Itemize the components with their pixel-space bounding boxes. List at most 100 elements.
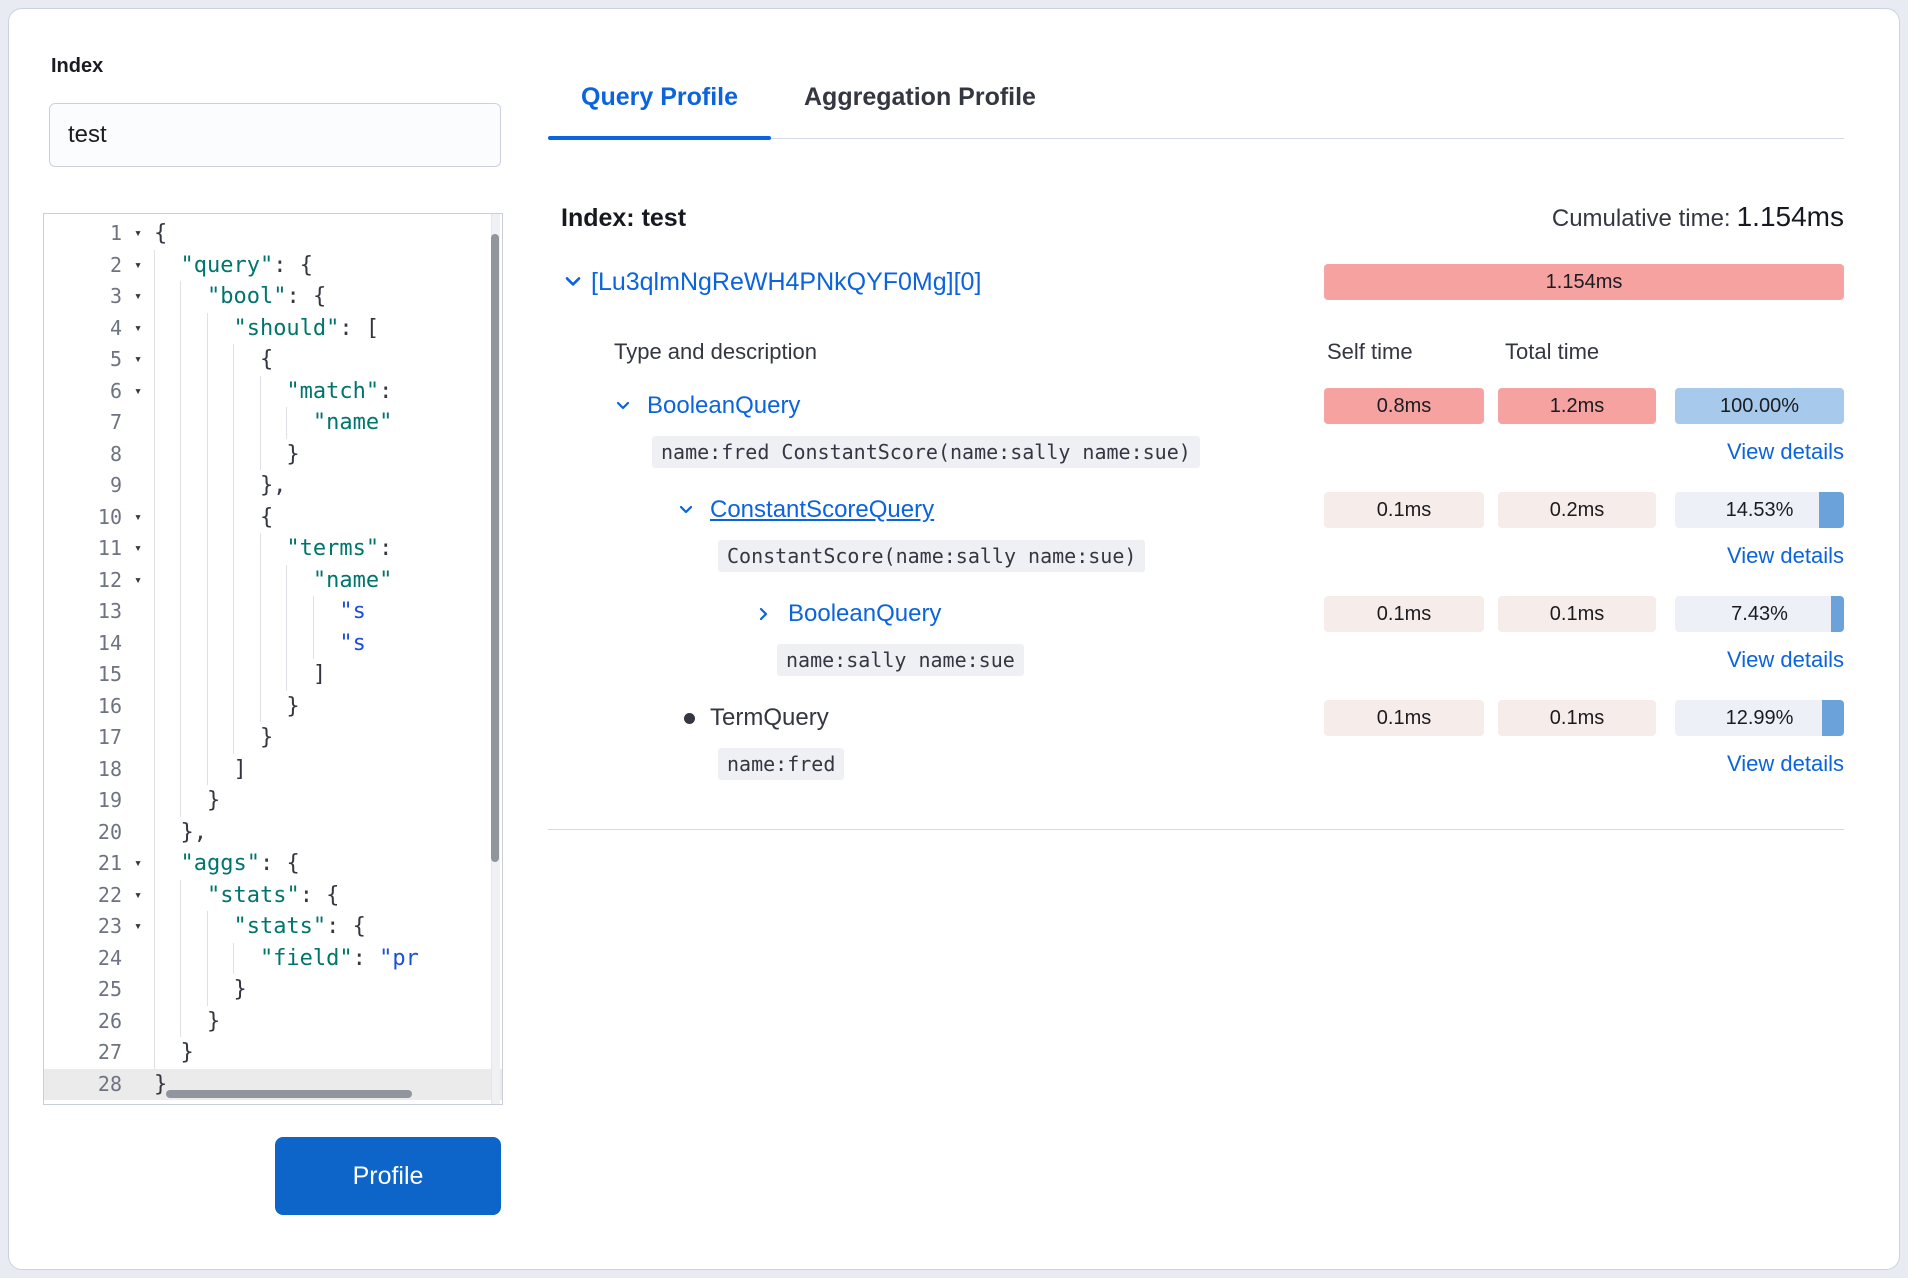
index-heading: Index: test bbox=[561, 204, 687, 232]
tab-query-profile[interactable]: Query Profile bbox=[548, 69, 771, 140]
fold-toggle-icon[interactable]: ▾ bbox=[134, 320, 142, 336]
fold-toggle-icon[interactable]: ▾ bbox=[134, 383, 142, 399]
index-input[interactable] bbox=[49, 103, 501, 167]
fold-toggle-icon[interactable]: ▾ bbox=[134, 919, 142, 934]
profile-button[interactable]: Profile bbox=[275, 1137, 501, 1215]
indent-guide bbox=[206, 344, 233, 376]
indent-guide bbox=[286, 627, 312, 659]
code-text: "s bbox=[154, 596, 366, 628]
column-self-time: Self time bbox=[1327, 339, 1413, 364]
query-type-link[interactable]: ConstantScoreQuery bbox=[710, 496, 935, 523]
line-number: 8 bbox=[109, 441, 122, 466]
fold-toggle-icon[interactable]: ▾ bbox=[134, 572, 142, 588]
view-details-link[interactable]: View details bbox=[1727, 647, 1844, 672]
indent-guide bbox=[286, 564, 312, 596]
query-editor[interactable]: 1 ▾{2 ▾ "query": {3 ▾ "bool": {4 ▾ "should": [5… bbox=[43, 213, 503, 1105]
chevron-down-icon[interactable] bbox=[613, 396, 639, 416]
view-details-link[interactable]: View details bbox=[1727, 543, 1844, 568]
code-text: } bbox=[154, 974, 247, 1006]
indent-guide bbox=[259, 596, 286, 628]
indent-guide bbox=[206, 596, 233, 628]
cumulative-time: Cumulative time: 1.154ms bbox=[1552, 201, 1844, 233]
fold-toggle-icon[interactable]: ▾ bbox=[134, 226, 142, 241]
editor-hscrollbar-thumb[interactable] bbox=[166, 1090, 412, 1098]
indent-guide bbox=[286, 659, 312, 691]
indent-guide bbox=[180, 564, 206, 596]
indent-guide bbox=[154, 375, 180, 407]
query-description: name:fred bbox=[718, 748, 845, 780]
line-number: 28 bbox=[97, 1071, 122, 1096]
query-type-link[interactable]: BooleanQuery bbox=[647, 392, 801, 419]
query-type-cell: BooleanQuery bbox=[561, 600, 1324, 628]
indent-guide bbox=[154, 911, 180, 943]
app-window: Index 1 ▾ {2 ▾ "query": {3 ▾ "bool": {4 ▾ "shoul… bbox=[8, 8, 1900, 1270]
code-line: 12 ▾ "name" bbox=[44, 564, 502, 596]
code-text: ] bbox=[154, 753, 247, 785]
line-number: 5 bbox=[109, 347, 122, 371]
indent-guide bbox=[180, 911, 206, 943]
fold-toggle-icon[interactable]: ▾ bbox=[134, 352, 142, 367]
percent-fill bbox=[1822, 700, 1844, 736]
indent-guide bbox=[154, 249, 180, 281]
indent-guide bbox=[154, 1005, 180, 1037]
fold-toggle-icon[interactable]: ▾ bbox=[134, 257, 142, 273]
indent-guide bbox=[180, 659, 206, 691]
indent-guide bbox=[154, 407, 180, 439]
chevron-down-icon[interactable] bbox=[676, 500, 702, 520]
dot-icon bbox=[676, 713, 702, 724]
total-time-badge: 0.2ms bbox=[1498, 492, 1656, 528]
code-line: 8} bbox=[44, 438, 502, 470]
code-line: 11 ▾ "terms": bbox=[44, 533, 502, 565]
code-text: { bbox=[154, 344, 273, 376]
line-number: 20 bbox=[97, 819, 122, 844]
indent-guide bbox=[206, 627, 233, 659]
fold-toggle-icon[interactable]: ▾ bbox=[134, 289, 142, 304]
indent-guide bbox=[180, 1005, 206, 1037]
line-number: 26 bbox=[97, 1008, 122, 1033]
query-type-link[interactable]: BooleanQuery bbox=[788, 600, 942, 627]
code-line: 1 ▾ { bbox=[44, 218, 502, 250]
indent-guide bbox=[154, 564, 180, 596]
indent-guide bbox=[233, 407, 259, 439]
indent-guide bbox=[206, 911, 233, 943]
code-text: } bbox=[154, 690, 300, 722]
indent-guide bbox=[206, 942, 233, 974]
view-details-link[interactable]: View details bbox=[1727, 439, 1844, 464]
indent-guide bbox=[233, 501, 259, 533]
indent-guide bbox=[154, 344, 180, 376]
tab-aggregation-profile[interactable]: Aggregation Profile bbox=[804, 83, 1036, 111]
code-text: "bool": { bbox=[154, 281, 326, 313]
indent-guide bbox=[233, 533, 259, 565]
query-type-cell: TermQuery bbox=[561, 704, 1324, 732]
query-type-cell: ConstantScoreQuery bbox=[561, 496, 1324, 524]
fold-toggle-icon[interactable]: ▾ bbox=[134, 541, 142, 556]
indent-guide bbox=[206, 659, 233, 691]
fold-toggle-icon[interactable]: ▾ bbox=[134, 887, 142, 903]
code-text: }, bbox=[154, 816, 207, 848]
shard-link[interactable]: [Lu3qlmNgReWH4PNkQYF0Mg][0] bbox=[591, 267, 982, 296]
shard-time-badge: 1.154ms bbox=[1324, 264, 1844, 300]
view-details-link[interactable]: View details bbox=[1727, 751, 1844, 776]
indent-guide bbox=[154, 627, 180, 659]
indent-guide bbox=[154, 785, 180, 817]
line-number: 12 bbox=[97, 567, 122, 592]
indent-guide bbox=[206, 375, 233, 407]
fold-toggle-icon[interactable]: ▾ bbox=[134, 509, 142, 525]
total-time-badge: 1.2ms bbox=[1498, 388, 1656, 424]
total-time-badge: 0.1ms bbox=[1498, 596, 1656, 632]
code-text: } bbox=[154, 1037, 194, 1069]
chevron-down-icon[interactable] bbox=[561, 270, 585, 294]
indent-guide bbox=[180, 438, 206, 470]
code-line: 2 ▾ "query": { bbox=[44, 249, 502, 281]
indent-guide bbox=[206, 690, 233, 722]
indent-guide bbox=[180, 879, 206, 911]
indent-guide bbox=[233, 659, 259, 691]
code-text: ] bbox=[154, 659, 326, 691]
line-number: 16 bbox=[97, 693, 122, 718]
chevron-right-icon[interactable] bbox=[754, 604, 780, 624]
fold-toggle-icon[interactable]: ▾ bbox=[134, 856, 142, 871]
indent-guide bbox=[233, 690, 259, 722]
editor-vscrollbar-thumb[interactable] bbox=[491, 234, 499, 862]
line-number: 7 bbox=[109, 410, 122, 434]
line-number: 10 bbox=[97, 504, 122, 529]
